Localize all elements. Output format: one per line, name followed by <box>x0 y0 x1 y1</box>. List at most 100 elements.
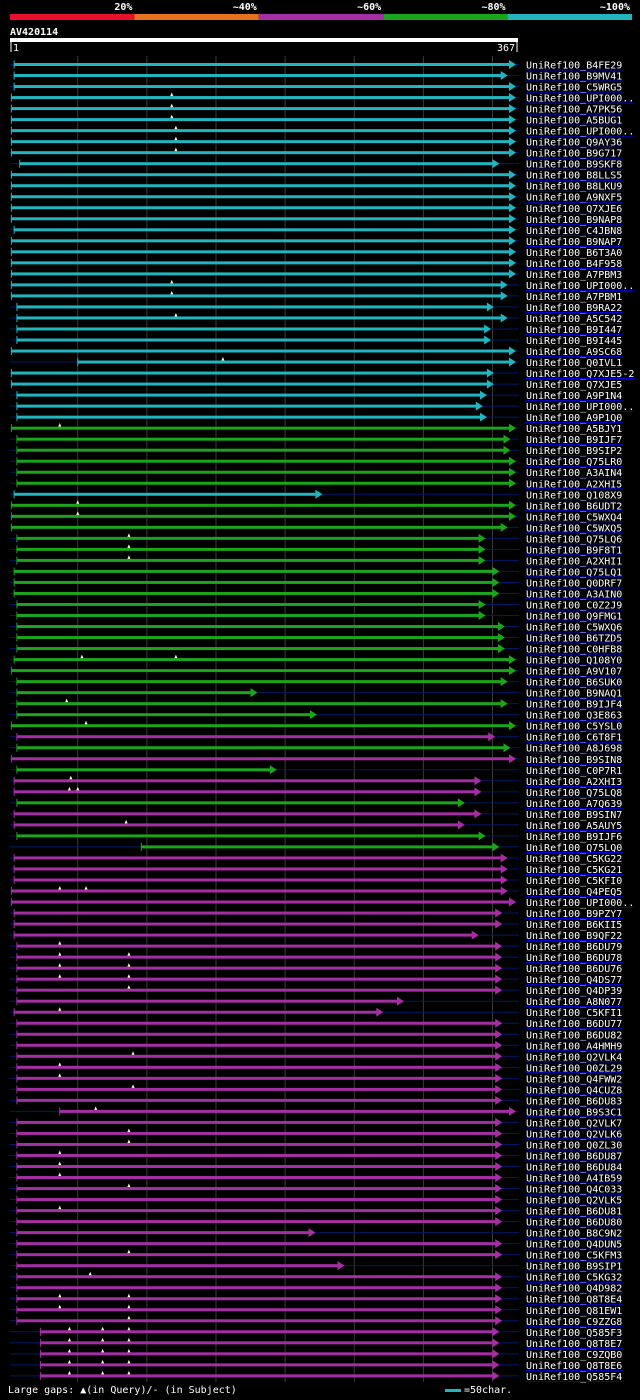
hit-bar <box>16 614 480 617</box>
hit-bar <box>14 85 510 89</box>
hit-arrow <box>509 137 516 147</box>
hit-label: UniRef100_UPI000.. <box>526 94 634 105</box>
gap-marker <box>127 1315 131 1320</box>
hit-label: UniRef100_B6SUK0 <box>526 678 622 689</box>
hit-label: UniRef100_Q75LR0 <box>526 457 622 468</box>
hit-arrow <box>495 1316 503 1326</box>
hit-bar <box>141 845 494 849</box>
hit-bar <box>11 250 511 254</box>
hit-label: UniRef100_Q7XJE5 <box>526 380 622 391</box>
hit-label: UniRef100_A7PK56 <box>526 105 622 116</box>
hit-arrow <box>509 269 516 279</box>
hit-bar <box>14 74 502 78</box>
hit-bar <box>16 1264 339 1268</box>
hit-arrow <box>495 919 503 929</box>
hit-arrow <box>509 236 516 246</box>
hit-arrow <box>495 1283 503 1293</box>
hit-label: UniRef100_Q4DS77 <box>526 975 622 986</box>
hit-arrow <box>484 324 492 334</box>
hit-arrow <box>478 544 486 554</box>
hit-arrow <box>495 1062 503 1072</box>
hit-arrow <box>509 754 516 764</box>
hit-label: UniRef100_Q81EW1 <box>526 1306 622 1317</box>
hit-arrow <box>495 1139 503 1149</box>
gap-marker <box>58 1304 62 1309</box>
hit-bar <box>16 735 490 739</box>
hit-bar <box>11 889 502 893</box>
hit-arrow <box>509 214 516 224</box>
hit-bar <box>16 636 499 640</box>
hit-arrow <box>471 930 479 940</box>
hit-arrow <box>509 1106 516 1116</box>
hit-arrow <box>492 588 500 598</box>
hit-arrow <box>495 974 503 984</box>
hit-arrow <box>495 1217 503 1227</box>
hit-bar <box>16 1054 497 1058</box>
hit-bar <box>11 426 511 430</box>
hit-label: UniRef100_B8LKU9 <box>526 182 622 193</box>
hit-arrow <box>509 467 516 477</box>
hit-bar <box>14 856 502 860</box>
hit-arrow <box>500 280 508 290</box>
gap-marker <box>174 147 178 152</box>
hit-arrow <box>500 853 508 863</box>
gap-marker <box>170 114 174 119</box>
hit-bar <box>16 404 477 408</box>
hit-bar <box>59 1109 510 1113</box>
hit-bar <box>11 107 511 111</box>
gap-marker <box>58 1161 62 1165</box>
hit-bar <box>16 702 502 706</box>
gap-marker <box>67 1370 71 1375</box>
hit-label: UniRef100_A9P1Q0 <box>526 413 622 424</box>
hit-bar <box>16 768 271 772</box>
hit-bar <box>16 834 480 838</box>
hit-arrow <box>309 710 317 720</box>
hit-arrow <box>495 985 503 995</box>
hit-arrow <box>509 500 516 510</box>
query-start-label: 1 <box>13 43 19 54</box>
hit-bar <box>16 1120 497 1124</box>
hit-arrow <box>509 456 516 466</box>
hit-label: UniRef100_Q108X9 <box>526 490 622 501</box>
hit-bar <box>11 140 511 144</box>
hit-label: UniRef100_Q0DRF7 <box>526 578 622 589</box>
hit-arrow <box>308 1228 316 1238</box>
hit-bar <box>16 1165 497 1168</box>
hit-bar <box>16 470 511 474</box>
hit-label: UniRef100_Q75LQ6 <box>526 534 622 545</box>
color-scale-segment <box>10 14 135 20</box>
hit-bar <box>11 96 511 100</box>
hit-arrow <box>509 170 516 180</box>
hit-label: UniRef100_A4HMH9 <box>526 1041 622 1052</box>
gap-marker <box>127 1304 131 1309</box>
hit-bar <box>14 790 476 794</box>
color-scale-label: ~100% <box>600 2 630 13</box>
hit-arrow <box>495 1195 503 1205</box>
hit-arrow <box>509 357 516 367</box>
hit-bar <box>11 272 511 276</box>
hit-label: UniRef100_B9NAP7 <box>526 237 622 248</box>
hit-arrow <box>486 368 494 378</box>
gap-marker <box>131 1084 135 1088</box>
hit-label: UniRef100_UPI000.. <box>526 281 634 292</box>
hit-bar <box>11 129 511 133</box>
hit-bar <box>11 525 502 529</box>
gap-marker <box>67 1348 71 1353</box>
hit-bar <box>16 977 497 981</box>
hit-arrow <box>492 577 500 587</box>
hit-label: UniRef100_Q9AY36 <box>526 138 622 149</box>
gap-marker <box>58 1205 62 1210</box>
hit-bar <box>14 63 510 66</box>
hit-label: UniRef100_A3AIN4 <box>526 468 622 479</box>
hit-bar <box>16 1076 497 1080</box>
hit-label: UniRef100_Q75LQ1 <box>526 567 622 578</box>
hit-label: UniRef100_A7PBM1 <box>526 292 622 303</box>
hit-arrow <box>495 1184 503 1194</box>
hit-arrow <box>500 291 508 301</box>
hit-bar <box>11 382 488 386</box>
hit-arrow <box>509 258 516 268</box>
gap-marker <box>127 544 131 548</box>
hit-arrow <box>492 1349 500 1359</box>
hit-label: UniRef100_C5KFI0 <box>526 876 622 887</box>
hit-bar <box>16 481 511 485</box>
